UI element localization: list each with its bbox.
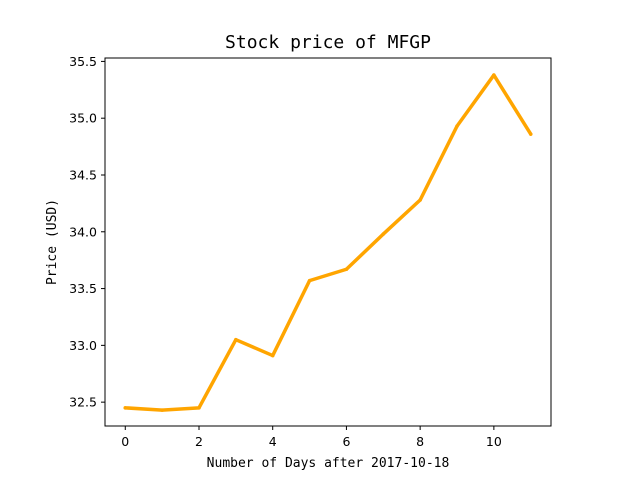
- data-point: [418, 198, 422, 202]
- y-tick-label: 34.0: [69, 224, 97, 239]
- x-tick-label: 8: [416, 434, 424, 449]
- x-tick-label: 4: [269, 434, 277, 449]
- x-tick-label: 0: [121, 434, 129, 449]
- data-point: [160, 408, 164, 412]
- plot-frame: [104, 57, 552, 427]
- y-tick-label: 33.0: [69, 338, 97, 353]
- plot-area: [123, 73, 533, 412]
- y-axis-label: Price (USD): [45, 199, 60, 285]
- y-tick-label: 35.0: [69, 111, 97, 126]
- data-point: [123, 406, 128, 410]
- data-point: [307, 278, 312, 283]
- data-point: [197, 406, 201, 410]
- x-tick-label: 6: [342, 434, 350, 449]
- chart-title: Stock price of MFGP: [225, 32, 431, 53]
- data-point: [381, 232, 386, 236]
- x-tick-label: 10: [486, 434, 502, 449]
- y-tick-label: 32.5: [69, 395, 97, 410]
- data-point: [455, 124, 459, 128]
- data-point: [528, 132, 533, 136]
- data-point: [270, 353, 275, 358]
- y-axis: 32.5 33.0 33.5 34.0 34.5 35.0 35.5: [69, 54, 105, 410]
- data-point: [492, 73, 496, 77]
- series-line: [123, 73, 533, 412]
- x-axis-label: Number of Days after 2017-10-18: [207, 456, 450, 471]
- y-tick-label: 35.5: [69, 54, 97, 69]
- data-point: [234, 337, 238, 342]
- x-axis: 0 2 4 6 8 10: [121, 426, 502, 449]
- x-tick-label: 2: [195, 434, 203, 449]
- data-point: [344, 267, 349, 272]
- y-tick-label: 34.5: [69, 167, 97, 182]
- y-tick-label: 33.5: [69, 281, 97, 296]
